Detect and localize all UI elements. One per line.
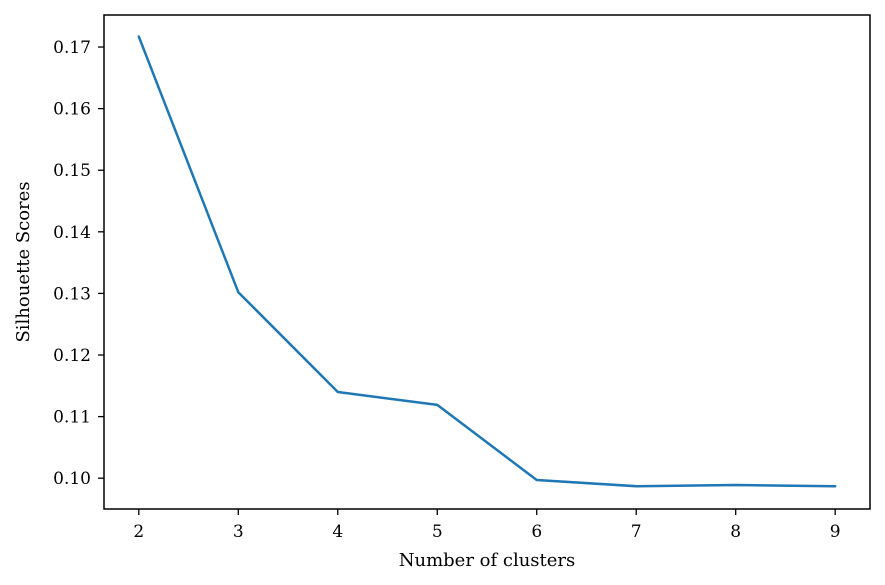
y-axis-label: Silhouette Scores xyxy=(13,181,34,342)
y-tick-label: 0.17 xyxy=(53,38,91,58)
y-tick-label: 0.14 xyxy=(53,223,91,243)
x-tick-label: 7 xyxy=(631,522,642,542)
y-tick-label: 0.12 xyxy=(53,346,91,366)
x-tick-label: 9 xyxy=(830,522,841,542)
y-tick-label: 0.10 xyxy=(53,469,91,489)
x-tick-label: 2 xyxy=(133,522,144,542)
plot-area xyxy=(104,15,870,509)
x-tick-label: 8 xyxy=(730,522,741,542)
y-tick-label: 0.11 xyxy=(53,408,91,428)
x-tick-label: 6 xyxy=(531,522,542,542)
ticks-group: 2 3 4 5 6 7 8 9 0.10 0.11 0.12 0.13 0.14 0.15 0.16 0.17 xyxy=(53,38,840,542)
x-tick-label: 3 xyxy=(233,522,244,542)
plot-frame xyxy=(103,14,871,510)
y-tick-label: 0.15 xyxy=(53,161,91,181)
x-tick-label: 4 xyxy=(332,522,343,542)
series-line xyxy=(137,35,837,488)
y-tick-label: 0.13 xyxy=(53,284,91,304)
x-tick-label: 5 xyxy=(432,522,443,542)
x-axis-label: Number of clusters xyxy=(399,550,576,571)
y-tick-label: 0.16 xyxy=(53,100,91,120)
